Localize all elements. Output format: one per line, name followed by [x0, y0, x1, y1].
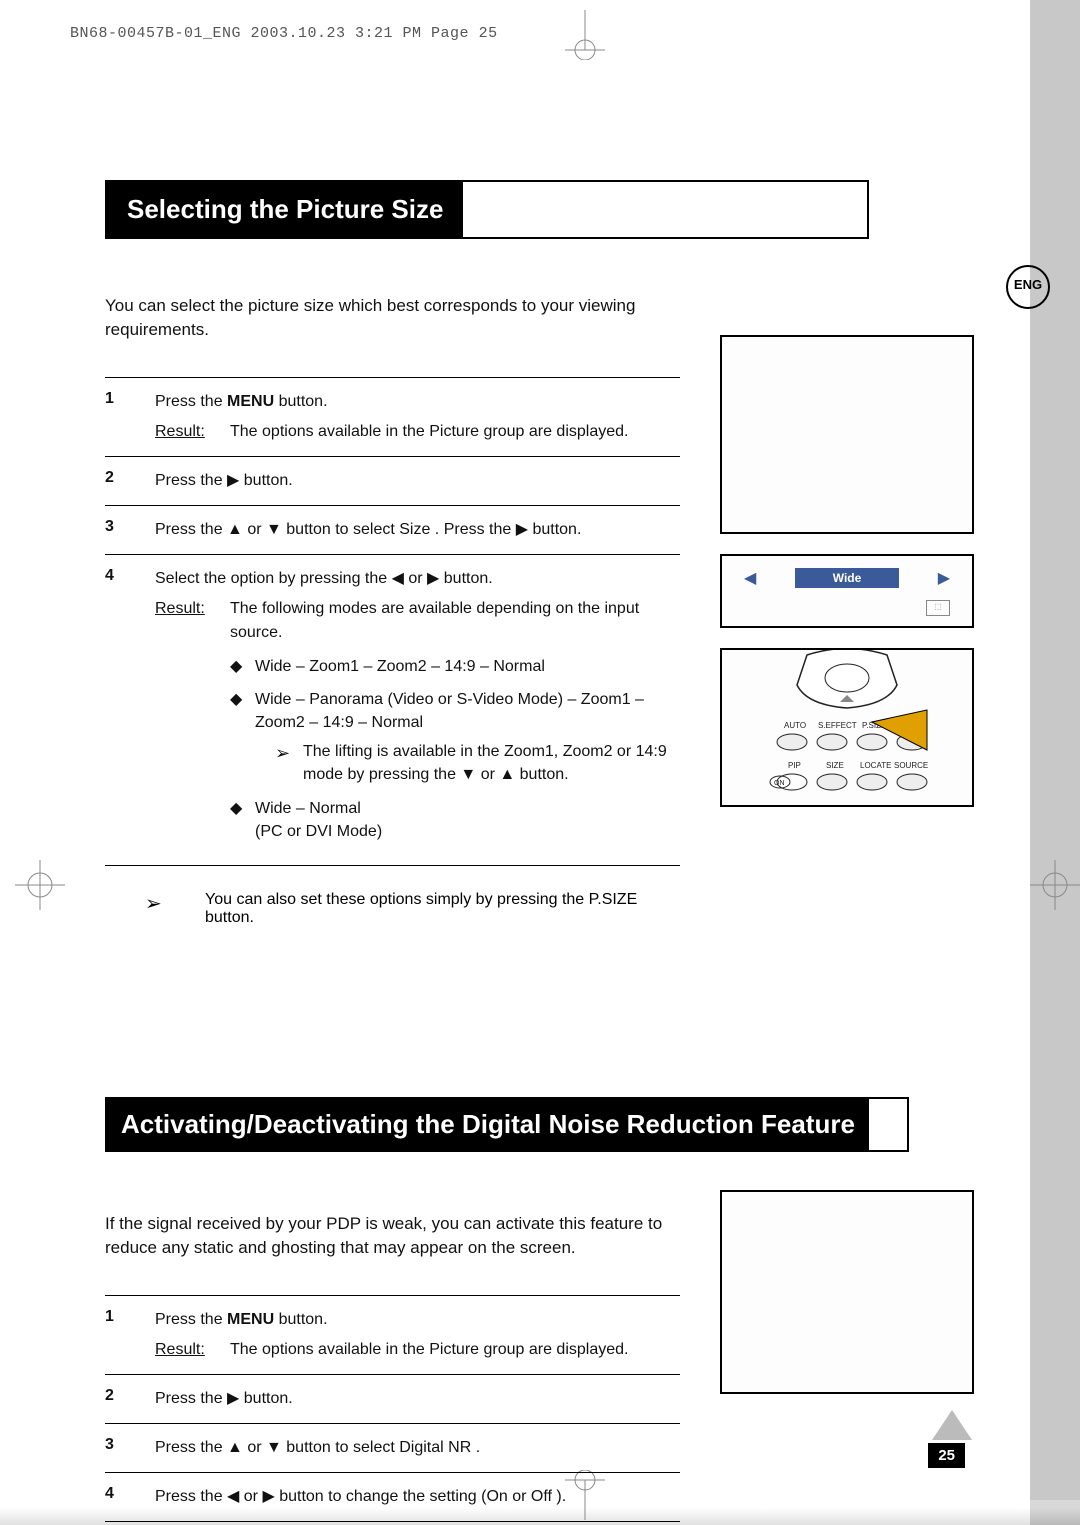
footnote-text: You can also set these options simply by…: [205, 891, 680, 927]
step-row: 2 Press the ▶ button.: [105, 1375, 680, 1423]
svg-text:AUTO: AUTO: [784, 721, 806, 730]
step-number: 4: [105, 567, 155, 853]
note-icon: ➢: [275, 740, 303, 786]
step-text: Press the ◀ or ▶ button to change the se…: [155, 1485, 680, 1509]
step-row: 3 Press the ▲ or ▼ button to select Size…: [105, 506, 680, 554]
result-text: The following modes are available depend…: [230, 597, 680, 645]
osd-screenshot-1: [720, 335, 974, 534]
section1-steps: 1 Press the MENU button. Result: The opt…: [105, 377, 680, 866]
result-label: Result:: [155, 597, 230, 645]
left-arrow-icon: ◀: [744, 568, 756, 588]
bullet-icon: ◆: [230, 797, 255, 843]
step-number: 1: [105, 390, 155, 444]
section2-figures: [720, 1190, 970, 1414]
osd-screenshot-2: [720, 1190, 974, 1394]
bullet-icon: ◆: [230, 655, 255, 678]
step-row: 4 Select the option by pressing the ◀ or…: [105, 555, 680, 865]
crop-mark-top: [560, 10, 610, 60]
section1-title: Selecting the Picture Size: [107, 182, 463, 237]
svg-text:LOCATE: LOCATE: [860, 761, 891, 770]
section2-intro: If the signal received by your PDP is we…: [105, 1212, 680, 1260]
page-arrow-icon: [902, 1410, 1002, 1445]
note-icon: ➢: [145, 891, 205, 927]
result-label: Result:: [155, 1338, 230, 1362]
step-text-pre: Press the: [155, 393, 227, 410]
step-number: 3: [105, 1436, 155, 1460]
step-text: Press the ▶ button.: [155, 469, 680, 493]
svg-text:S.EFFECT: S.EFFECT: [818, 721, 857, 730]
step-text: Press the ▲ or ▼ button to select Digita…: [155, 1436, 680, 1460]
step-text-post: button.: [274, 393, 327, 410]
step-text-bold: MENU: [227, 393, 274, 410]
page-number: 25: [928, 1443, 965, 1468]
step-row: 1 Press the MENU button. Result: The opt…: [105, 378, 680, 456]
result-text: The options available in the Picture gro…: [230, 1338, 680, 1362]
step-number: 3: [105, 518, 155, 542]
remote-svg: AUTO S.EFFECT P.SIZE MDC PIP SIZE LOCATE…: [722, 650, 972, 805]
step-text-bold: MENU: [227, 1311, 274, 1328]
step-row: 3 Press the ▲ or ▼ button to select Digi…: [105, 1424, 680, 1472]
step-row: 4 Press the ◀ or ▶ button to change the …: [105, 1473, 680, 1521]
svg-text:PIP: PIP: [788, 761, 801, 770]
result-label: Result:: [155, 420, 230, 444]
remote-illustration: AUTO S.EFFECT P.SIZE MDC PIP SIZE LOCATE…: [720, 648, 974, 807]
section2-title: Activating/Deactivating the Digital Nois…: [107, 1099, 869, 1150]
crop-mark-right: [1030, 860, 1080, 910]
section1-title-wrap: Selecting the Picture Size: [105, 180, 869, 239]
step-text-post: button.: [274, 1311, 327, 1328]
osd-label: Wide: [795, 568, 900, 588]
step-text: Select the option by pressing the ◀ or ▶…: [155, 570, 493, 587]
step-row: 1 Press the MENU button. Result: The opt…: [105, 1296, 680, 1374]
svg-text:SOURCE: SOURCE: [894, 761, 928, 770]
section1-footnote: ➢ You can also set these options simply …: [105, 891, 680, 927]
bullet-subtext: (PC or DVI Mode): [255, 823, 382, 840]
step-number: 4: [105, 1485, 155, 1509]
step-text: Press the ▲ or ▼ button to select Size .…: [155, 518, 680, 542]
bullet-icon: ◆: [230, 688, 255, 787]
step-number: 2: [105, 1387, 155, 1411]
step-number: 2: [105, 469, 155, 493]
svg-text:SIZE: SIZE: [826, 761, 844, 770]
step-text-pre: Press the: [155, 1311, 227, 1328]
step-row: 2 Press the ▶ button.: [105, 457, 680, 505]
step-text: Press the ▶ button.: [155, 1387, 680, 1411]
section2-title-wrap: Activating/Deactivating the Digital Nois…: [105, 1097, 909, 1152]
osd-wide-box: ◀ Wide ▶ ⬚: [720, 554, 974, 628]
section1-figures: ◀ Wide ▶ ⬚ AUTO S.EFFECT P.SIZE MDC PIP …: [720, 335, 970, 807]
bullet-text: Wide – Panorama (Video or S-Video Mode) …: [255, 691, 644, 731]
language-badge: ENG: [1006, 265, 1050, 309]
bullet-text: Wide – Zoom1 – Zoom2 – 14:9 – Normal: [255, 655, 545, 678]
crop-mark-left: [15, 860, 65, 910]
aspect-icon: ⬚: [926, 600, 950, 616]
print-header: BN68-00457B-01_ENG 2003.10.23 3:21 PM Pa…: [70, 25, 498, 42]
step-number: 1: [105, 1308, 155, 1362]
page-right-margin: [1030, 0, 1080, 1525]
bullet-text: Wide – Normal: [255, 800, 361, 817]
section1-intro: You can select the picture size which be…: [105, 294, 680, 342]
result-text: The options available in the Picture gro…: [230, 420, 680, 444]
section2-steps: 1 Press the MENU button. Result: The opt…: [105, 1295, 680, 1522]
note-text: The lifting is available in the Zoom1, Z…: [303, 740, 680, 786]
right-arrow-icon: ▶: [938, 568, 950, 588]
